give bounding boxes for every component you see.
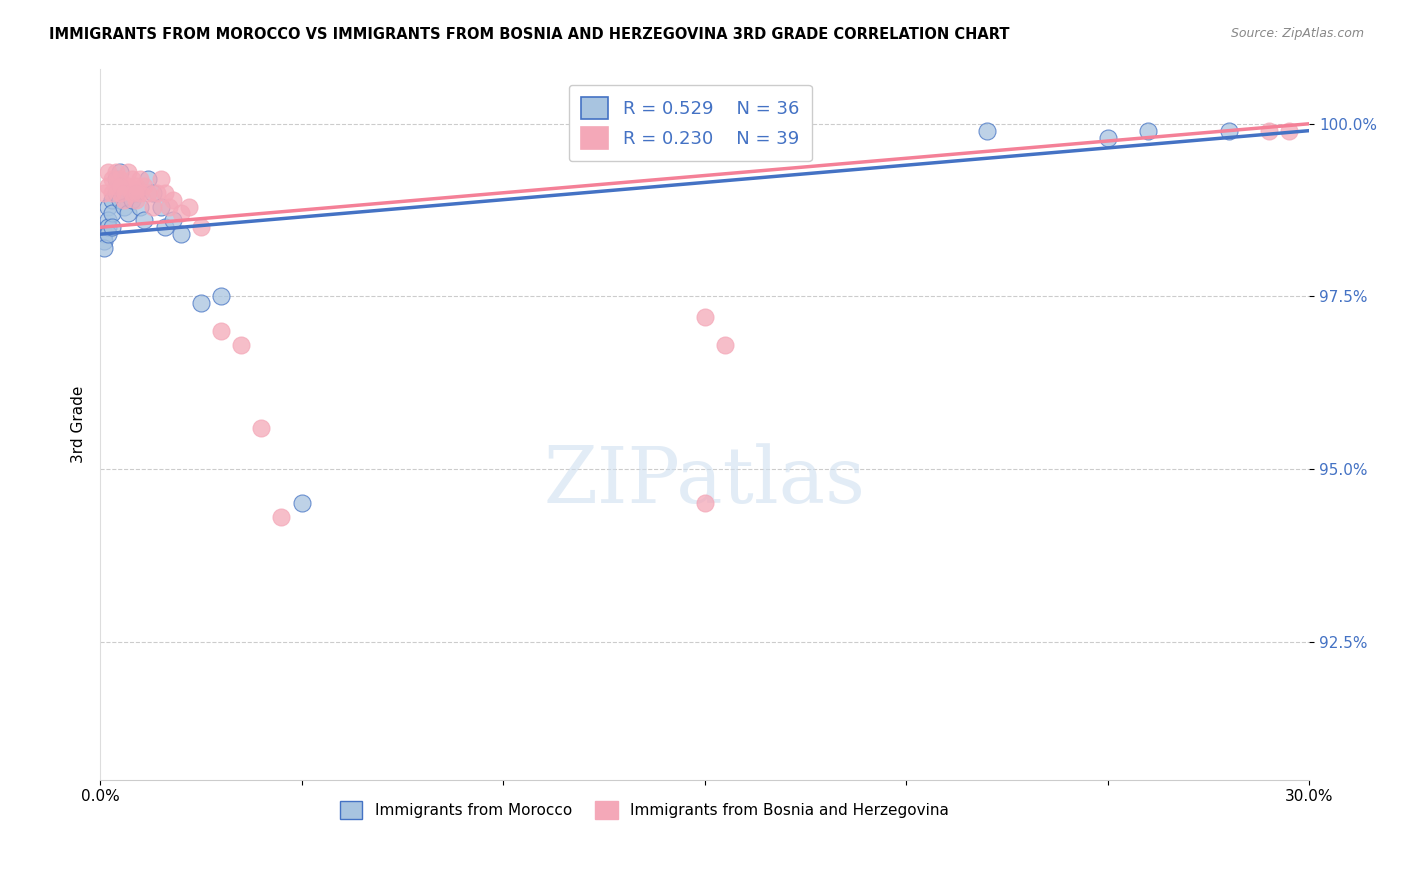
Point [157, 200, 180, 214]
Point [125, 178, 148, 193]
Point [101, 186, 124, 200]
Point [231, 337, 253, 351]
Point [97, 220, 120, 235]
Point [138, 172, 160, 186]
Point [97, 165, 120, 179]
Text: Source: ZipAtlas.com: Source: ZipAtlas.com [1230, 27, 1364, 40]
Point [141, 200, 163, 214]
Point [138, 186, 160, 200]
Point [149, 200, 172, 214]
Point [110, 193, 132, 207]
Point [110, 178, 132, 193]
Point [190, 296, 212, 310]
Point [110, 186, 132, 200]
Point [1218, 123, 1240, 137]
Point [112, 200, 135, 214]
Point [1257, 123, 1279, 137]
Point [134, 213, 156, 227]
Point [177, 200, 200, 214]
Point [112, 186, 135, 200]
Point [101, 193, 124, 207]
Point [117, 178, 139, 193]
Point [693, 310, 716, 324]
Point [145, 186, 167, 200]
Point [93, 186, 115, 200]
Point [693, 496, 716, 510]
Y-axis label: 3rd Grade: 3rd Grade [72, 385, 86, 463]
Point [170, 227, 193, 242]
Point [1097, 130, 1119, 145]
Point [134, 178, 156, 193]
Point [97, 213, 120, 227]
Point [105, 165, 128, 179]
Point [97, 178, 120, 193]
Point [105, 178, 128, 193]
Point [976, 123, 998, 137]
Point [121, 193, 143, 207]
Point [129, 200, 152, 214]
Point [270, 510, 292, 524]
Point [93, 227, 115, 242]
Point [734, 123, 756, 137]
Point [714, 337, 737, 351]
Point [101, 206, 124, 220]
Point [129, 172, 152, 186]
Point [153, 186, 176, 200]
Point [121, 186, 143, 200]
Point [141, 186, 163, 200]
Text: ZIPatlas: ZIPatlas [544, 443, 866, 519]
Point [170, 206, 193, 220]
Point [121, 172, 143, 186]
Point [162, 193, 184, 207]
Point [97, 200, 120, 214]
Point [125, 186, 148, 200]
Point [209, 324, 232, 338]
Point [101, 220, 124, 235]
Point [117, 206, 139, 220]
Point [1137, 123, 1160, 137]
Point [209, 289, 232, 303]
Point [97, 227, 120, 242]
Point [110, 172, 132, 186]
Point [291, 496, 314, 510]
Point [190, 220, 212, 235]
Point [112, 193, 135, 207]
Point [110, 165, 132, 179]
Point [149, 172, 172, 186]
Point [101, 172, 124, 186]
Point [129, 186, 152, 200]
Legend: Immigrants from Morocco, Immigrants from Bosnia and Herzegovina: Immigrants from Morocco, Immigrants from… [333, 795, 955, 825]
Point [105, 186, 128, 200]
Point [162, 213, 184, 227]
Point [117, 165, 139, 179]
Point [250, 420, 273, 434]
Point [93, 234, 115, 248]
Point [112, 178, 135, 193]
Point [93, 241, 115, 255]
Point [1278, 123, 1301, 137]
Point [153, 220, 176, 235]
Point [125, 193, 148, 207]
Point [105, 172, 128, 186]
Text: IMMIGRANTS FROM MOROCCO VS IMMIGRANTS FROM BOSNIA AND HERZEGOVINA 3RD GRADE CORR: IMMIGRANTS FROM MOROCCO VS IMMIGRANTS FR… [49, 27, 1010, 42]
